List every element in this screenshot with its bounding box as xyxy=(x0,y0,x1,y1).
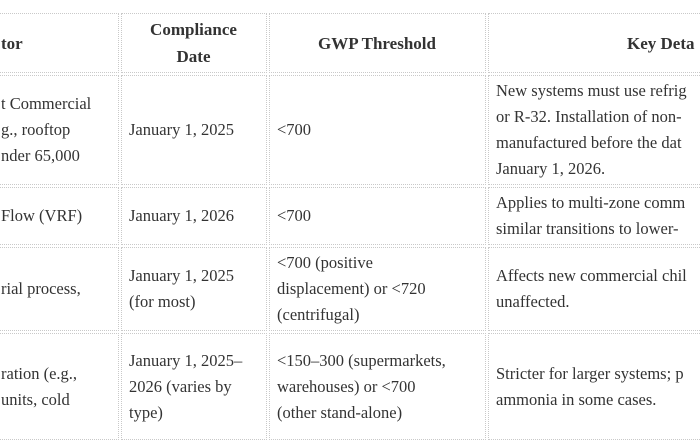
cell-gwp-threshold: <700 (positive displacement) or <720 (cent… xyxy=(269,247,486,331)
cell-key-details: Stricter for larger systems; p ammonia in… xyxy=(488,333,700,440)
header-sector: tor xyxy=(0,13,119,73)
cell-key-details: New systems must use refrig or R-32. Inst… xyxy=(488,75,700,185)
cell-sector: Flow (VRF) xyxy=(0,187,119,245)
regulation-table: tor Compliance Date GWP Threshold Key Det… xyxy=(0,11,700,441)
cell-gwp-threshold: <700 xyxy=(269,75,486,185)
cell-key-details: Affects new commercial chil unaffected. xyxy=(488,247,700,331)
cell-compliance-date: January 1, 2026 xyxy=(121,187,267,245)
cell-compliance-date: January 1, 2025 xyxy=(121,75,267,185)
cell-gwp-threshold: <700 xyxy=(269,187,486,245)
cell-compliance-date: January 1, 2025 (for most) xyxy=(121,247,267,331)
table-row-chillers: rial process, January 1, 2025 (for most) … xyxy=(0,247,700,331)
cell-compliance-date: January 1, 2025– 2026 (varies by type) xyxy=(121,333,267,440)
cell-sector: t Commercial g., rooftop nder 65,000 xyxy=(0,75,119,185)
cell-sector: ration (e.g., units, cold xyxy=(0,333,119,440)
header-gwp-threshold: GWP Threshold xyxy=(269,13,486,73)
table-row-unitary-commercial: t Commercial g., rooftop nder 65,000 Janua… xyxy=(0,75,700,185)
header-key-details: Key Deta xyxy=(488,13,700,73)
header-row: tor Compliance Date GWP Threshold Key Det… xyxy=(0,13,700,73)
cell-sector: rial process, xyxy=(0,247,119,331)
cell-key-details: Applies to multi-zone comm similar transi… xyxy=(488,187,700,245)
table-row-refrigeration: ration (e.g., units, cold January 1, 2025… xyxy=(0,333,700,440)
header-compliance-date: Compliance Date xyxy=(121,13,267,73)
cell-gwp-threshold: <150–300 (supermarkets, warehouses) or <7… xyxy=(269,333,486,440)
table-row-vrf: Flow (VRF) January 1, 2026 <700 Applies … xyxy=(0,187,700,245)
